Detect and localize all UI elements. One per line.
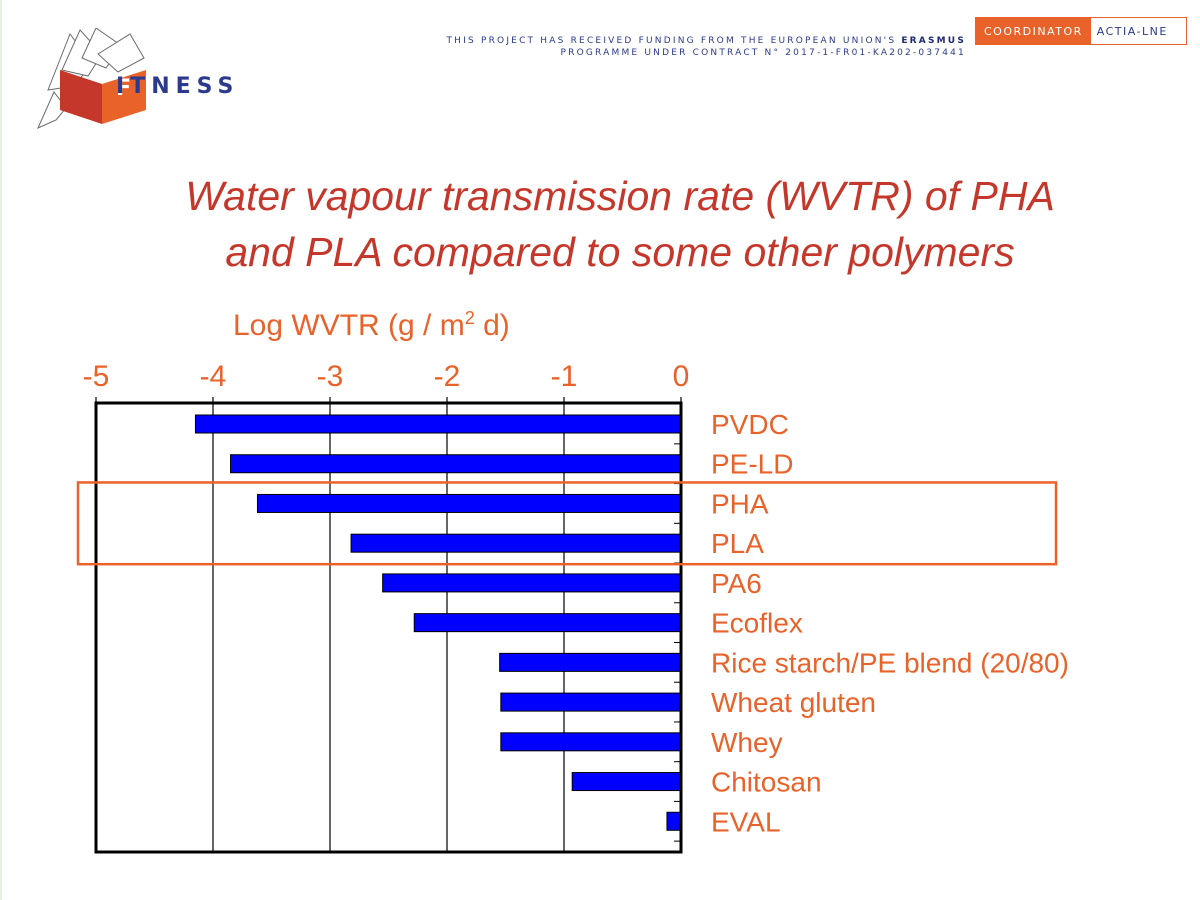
- bar-pe-ld: [230, 454, 682, 474]
- slide-title-line-2: and PLA compared to some other polymers: [225, 229, 1015, 275]
- category-label-pla: PLA: [711, 528, 764, 559]
- fitness-logo: F: [37, 28, 146, 129]
- plot-frame: [94, 401, 683, 854]
- x-tick-label-1: -4: [200, 360, 227, 393]
- slide-title-line-1: Water vapour transmission rate (WVTR) of…: [185, 173, 1055, 219]
- logo-text: ITNESS: [116, 74, 240, 99]
- slide-title: Water vapour transmission rate (WVTR) of…: [80, 168, 1160, 280]
- bar-eval: [666, 811, 682, 831]
- bar-ecoflex: [413, 613, 682, 633]
- erasmus-label: ERASMUS: [901, 36, 966, 46]
- category-label-wheat-gluten: Wheat gluten: [711, 687, 876, 718]
- category-label-eval: EVAL: [711, 806, 781, 837]
- x-tick-label-2: -3: [317, 360, 344, 393]
- category-label-pha: PHA: [711, 488, 769, 519]
- book-icon: [60, 70, 146, 124]
- category-label-whey: Whey: [711, 727, 783, 758]
- bar-wheat-gluten: [500, 692, 682, 712]
- bar-pvdc: [194, 414, 682, 434]
- x-tick-label-4: -1: [551, 360, 578, 393]
- slide-edge: [0, 0, 2, 900]
- bar-chitosan: [571, 772, 682, 792]
- category-label-chitosan: Chitosan: [711, 767, 822, 798]
- category-label-pe-ld: PE-LD: [711, 449, 793, 480]
- bar-pa6: [382, 573, 682, 593]
- category-label-pa6: PA6: [711, 568, 762, 599]
- x-tick-label-3: -2: [434, 360, 461, 393]
- coordinator-badge: COORDINATOR ACTIA-LNE: [975, 17, 1187, 45]
- funding-line-2: PROGRAMME UNDER CONTRACT N° 2017-1-FR01-…: [560, 48, 966, 58]
- x-tick-label-5: 0: [673, 360, 690, 393]
- logo-initial: F: [116, 76, 131, 101]
- category-label-pvdc: PVDC: [711, 409, 789, 440]
- category-label-rice-starch-pe-blend-20-80-: Rice starch/PE blend (20/80): [711, 647, 1069, 678]
- funding-line-1: THIS PROJECT HAS RECEIVED FUNDING FROM T…: [446, 36, 966, 46]
- highlight-box-pha-pla: [76, 481, 1058, 566]
- category-label-ecoflex: Ecoflex: [711, 608, 803, 639]
- x-tick-label-0: -5: [83, 360, 110, 393]
- bar-whey: [500, 732, 682, 752]
- coordinator-name: ACTIA-LNE: [1096, 24, 1168, 38]
- bar-rice-starch-pe-blend-20-80-: [499, 652, 682, 672]
- coordinator-label: COORDINATOR: [976, 18, 1091, 44]
- bar-pla: [350, 533, 682, 553]
- x-axis-label: Log WVTR (g / m2 d): [233, 308, 510, 342]
- funding-notice: THIS PROJECT HAS RECEIVED FUNDING FROM T…: [326, 35, 966, 59]
- bar-pha: [256, 493, 682, 513]
- paper-sheets-icon: [37, 28, 145, 129]
